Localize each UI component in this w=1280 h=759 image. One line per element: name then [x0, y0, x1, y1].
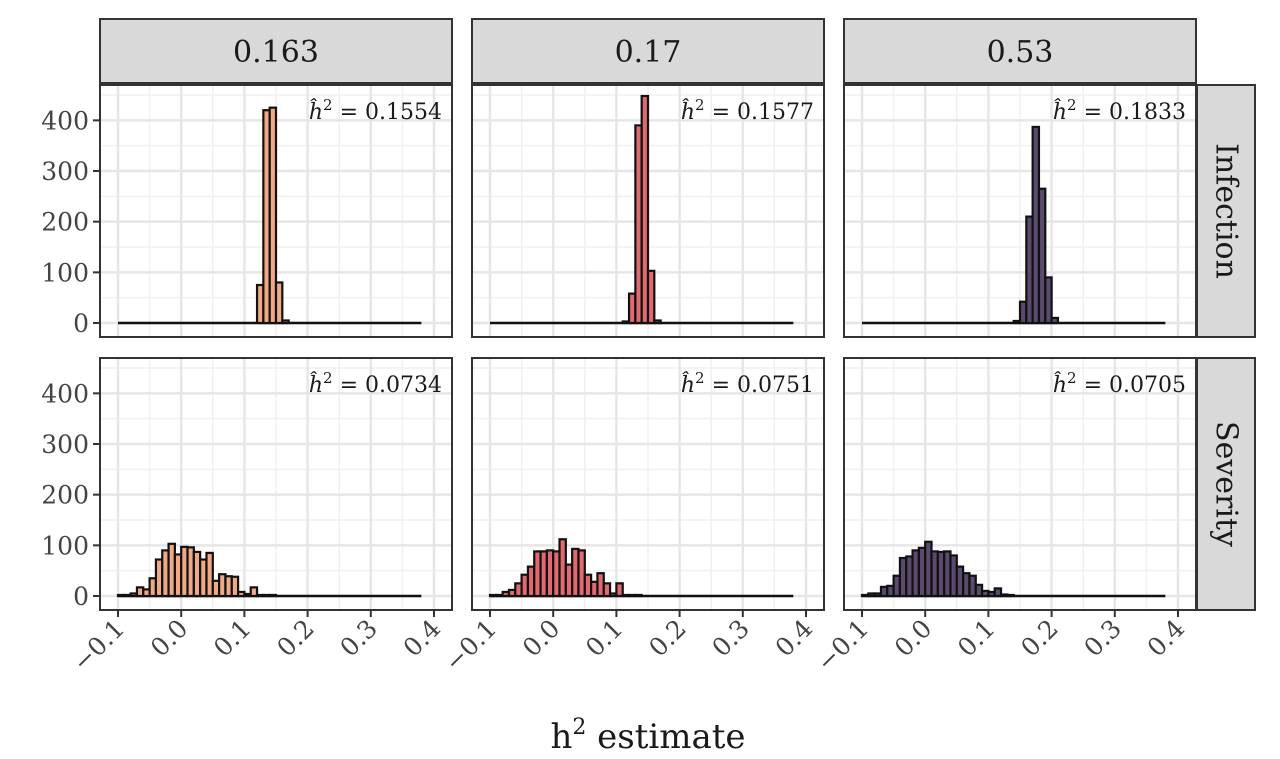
histogram-bar — [205, 551, 214, 598]
panel-frame — [99, 357, 453, 611]
histogram-bar — [281, 319, 290, 325]
histogram-bar — [1006, 593, 1015, 598]
row-strip-label: Infection — [1209, 143, 1244, 279]
histogram-bar — [634, 593, 643, 598]
panel-frame — [471, 84, 825, 338]
column-strip — [843, 18, 1197, 84]
histogram-bar — [268, 593, 278, 598]
histogram-bar — [249, 586, 259, 598]
h2-estimate-annotation: ĥ2 = 0.0705 — [1053, 369, 1186, 398]
x-axis-title: h2 estimate — [550, 715, 745, 757]
h2-estimate-annotation: ĥ2 = 0.1833 — [1053, 96, 1186, 125]
y-tick-label: 0 — [73, 309, 89, 338]
column-strip-label: 0.17 — [615, 35, 682, 70]
histogram-bar — [230, 575, 240, 598]
histogram-bar — [993, 587, 1003, 598]
row-strip-label: Severity — [1209, 421, 1244, 547]
y-tick-label: 0 — [73, 582, 89, 611]
h2-estimate-annotation: ĥ2 = 0.0734 — [309, 369, 442, 398]
histogram-bar — [602, 582, 612, 598]
h2-estimate-annotation: ĥ2 = 0.1554 — [309, 96, 442, 125]
histogram-bar — [577, 549, 586, 598]
histogram-bar — [640, 94, 650, 325]
histogram-bar — [1050, 316, 1060, 325]
y-tick-label: 300 — [41, 157, 89, 186]
histogram-bar — [268, 106, 278, 325]
y-tick-label: 200 — [41, 208, 89, 237]
panel-frame — [99, 84, 453, 338]
histogram-bar — [646, 269, 656, 325]
y-tick-label: 400 — [41, 379, 89, 408]
panel-frame — [471, 357, 825, 611]
h2-estimate-annotation: ĥ2 = 0.0751 — [681, 369, 814, 398]
histogram-bar — [274, 281, 284, 325]
column-strip-label: 0.53 — [987, 35, 1054, 70]
h2-estimate-annotation: ĥ2 = 0.1577 — [681, 96, 814, 125]
y-tick-label: 100 — [41, 258, 89, 287]
y-tick-label: 400 — [41, 106, 89, 135]
histogram-bar — [1044, 276, 1053, 325]
histogram-bar — [615, 582, 624, 598]
histogram-bar — [653, 319, 662, 325]
y-tick-label: 100 — [41, 531, 89, 560]
y-tick-label: 200 — [41, 481, 89, 510]
column-strip-label: 0.163 — [233, 35, 319, 70]
row-strip — [1196, 84, 1256, 338]
column-strip — [471, 18, 825, 84]
row-strip — [1196, 357, 1256, 611]
y-tick-label: 300 — [41, 430, 89, 459]
histogram-bar — [1037, 187, 1047, 325]
column-strip — [99, 18, 453, 84]
